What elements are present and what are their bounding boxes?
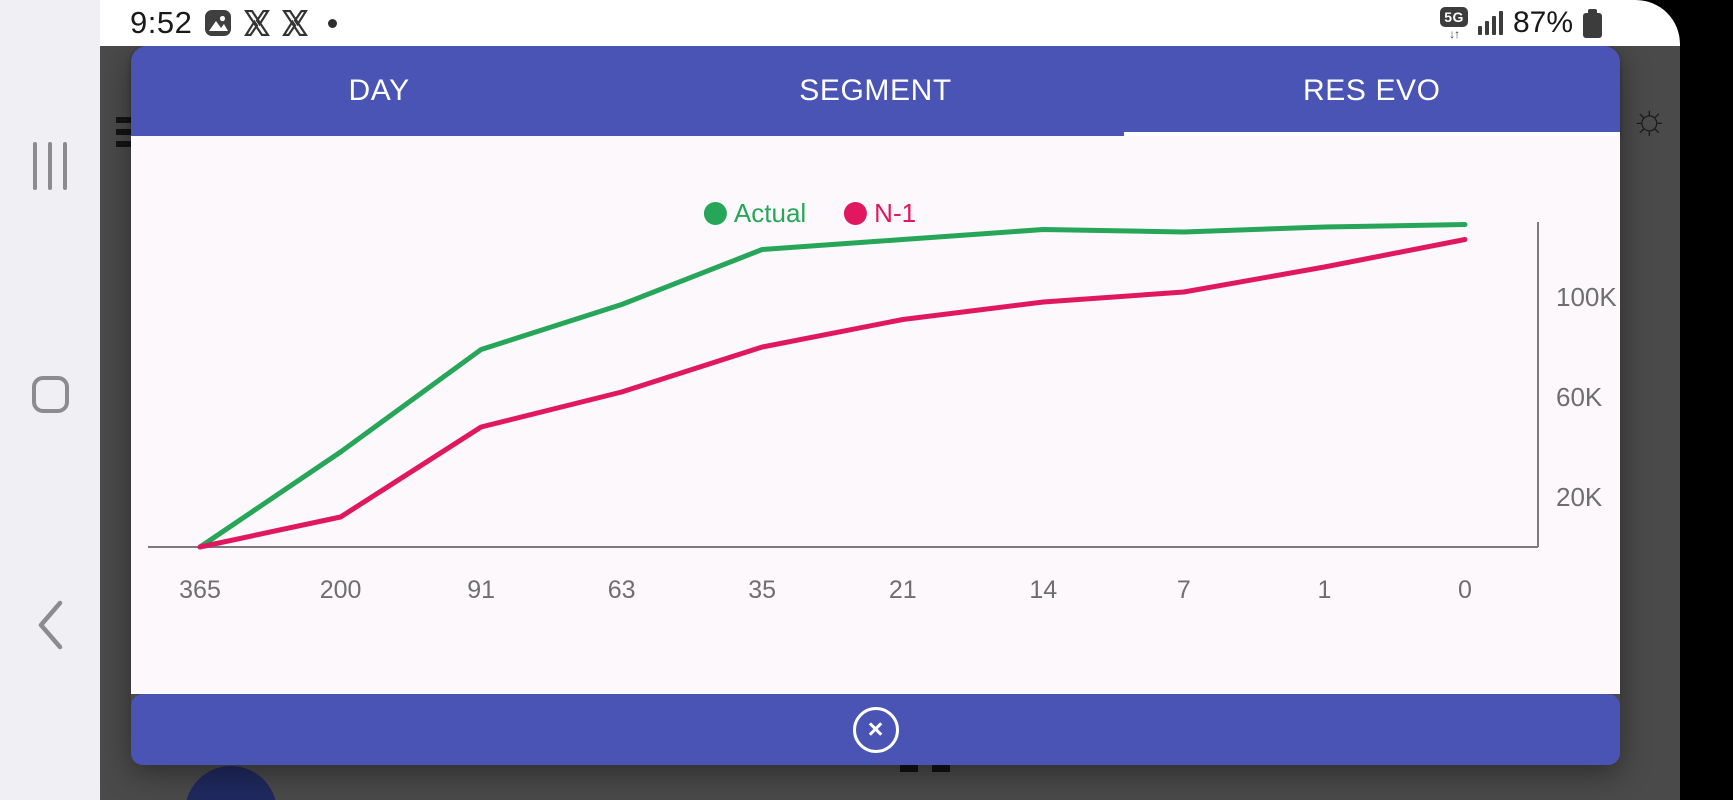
tab-day[interactable]: DAY (348, 74, 410, 107)
legend-item-n-1[interactable]: N-1 (844, 198, 916, 229)
recents-button[interactable] (0, 140, 100, 192)
legend-dot-icon (703, 202, 727, 225)
home-icon (31, 375, 69, 413)
x-tick-label: 14 (1029, 576, 1057, 604)
x-tick-label: 63 (608, 576, 636, 604)
series-line-n-1 (197, 237, 1468, 550)
background-fab (185, 766, 277, 800)
background-marks (900, 764, 950, 772)
reservation-evolution-chart: 365 200 91 63 35 21 14 7 1 0 100K 60K 20K Actual N-1 (131, 136, 1620, 694)
legend-dot-icon (844, 202, 868, 225)
x-tick-label: 7 (1177, 576, 1191, 604)
x-app-icon (244, 10, 271, 36)
modal-scrim[interactable]: ☼ (100, 46, 1680, 800)
series-line-actual (197, 222, 1468, 550)
back-button[interactable] (0, 598, 100, 652)
battery-percent: 87% (1512, 6, 1573, 39)
x-tick-label: 35 (748, 576, 776, 604)
x-app-icon (282, 10, 309, 36)
legend-item-actual[interactable]: Actual (703, 198, 807, 229)
close-dialog-button[interactable]: × (852, 706, 899, 753)
screenshot-icon (205, 10, 232, 36)
tab-bar: DAY SEGMENT RES EVO (131, 46, 1621, 136)
x-tick-label: 200 (320, 576, 362, 604)
x-tick-label: 91 (467, 576, 495, 604)
chart-dialog: DAY SEGMENT RES EVO 365 200 91 63 35 21 14 7 1 0 1… (131, 46, 1621, 765)
battery-icon (1583, 8, 1602, 38)
hamburger-menu-icon (116, 117, 133, 153)
x-tick-label: 1 (1317, 576, 1331, 604)
home-button[interactable] (0, 372, 100, 416)
legend-label: N-1 (874, 198, 917, 228)
dialog-footer: × (131, 694, 1620, 765)
status-bar: 9:52 5G ↓↑ (100, 0, 1680, 46)
app-area: 9:52 5G ↓↑ (100, 0, 1680, 800)
x-tick-label: 0 (1458, 576, 1472, 604)
x-tick-label: 365 (179, 576, 221, 604)
chart-legend: Actual N-1 (703, 198, 916, 229)
signal-strength-icon (1477, 11, 1503, 35)
y-tick-label: 100K (1556, 282, 1617, 312)
line-chart-canvas: 365 200 91 63 35 21 14 7 1 0 100K 60K 20K (148, 222, 1617, 604)
back-chevron-icon (38, 600, 63, 650)
brightness-sun-icon: ☼ (1630, 95, 1669, 142)
network-5g-icon: 5G ↓↑ (1440, 6, 1468, 40)
y-tick-label: 20K (1556, 482, 1603, 512)
x-tick-label: 21 (889, 576, 917, 604)
tab-res-evo[interactable]: RES EVO (1123, 46, 1621, 136)
status-bar-left: 9:52 (130, 5, 338, 41)
android-nav-rail (0, 0, 100, 800)
notification-dot (328, 18, 338, 28)
tab-segment[interactable]: SEGMENT (799, 74, 952, 107)
clock: 9:52 (130, 5, 193, 40)
status-bar-right: 5G ↓↑ 87% (1440, 6, 1602, 40)
legend-label: Actual (733, 198, 807, 228)
y-tick-label: 60K (1556, 382, 1603, 412)
recents-icon (33, 142, 37, 190)
